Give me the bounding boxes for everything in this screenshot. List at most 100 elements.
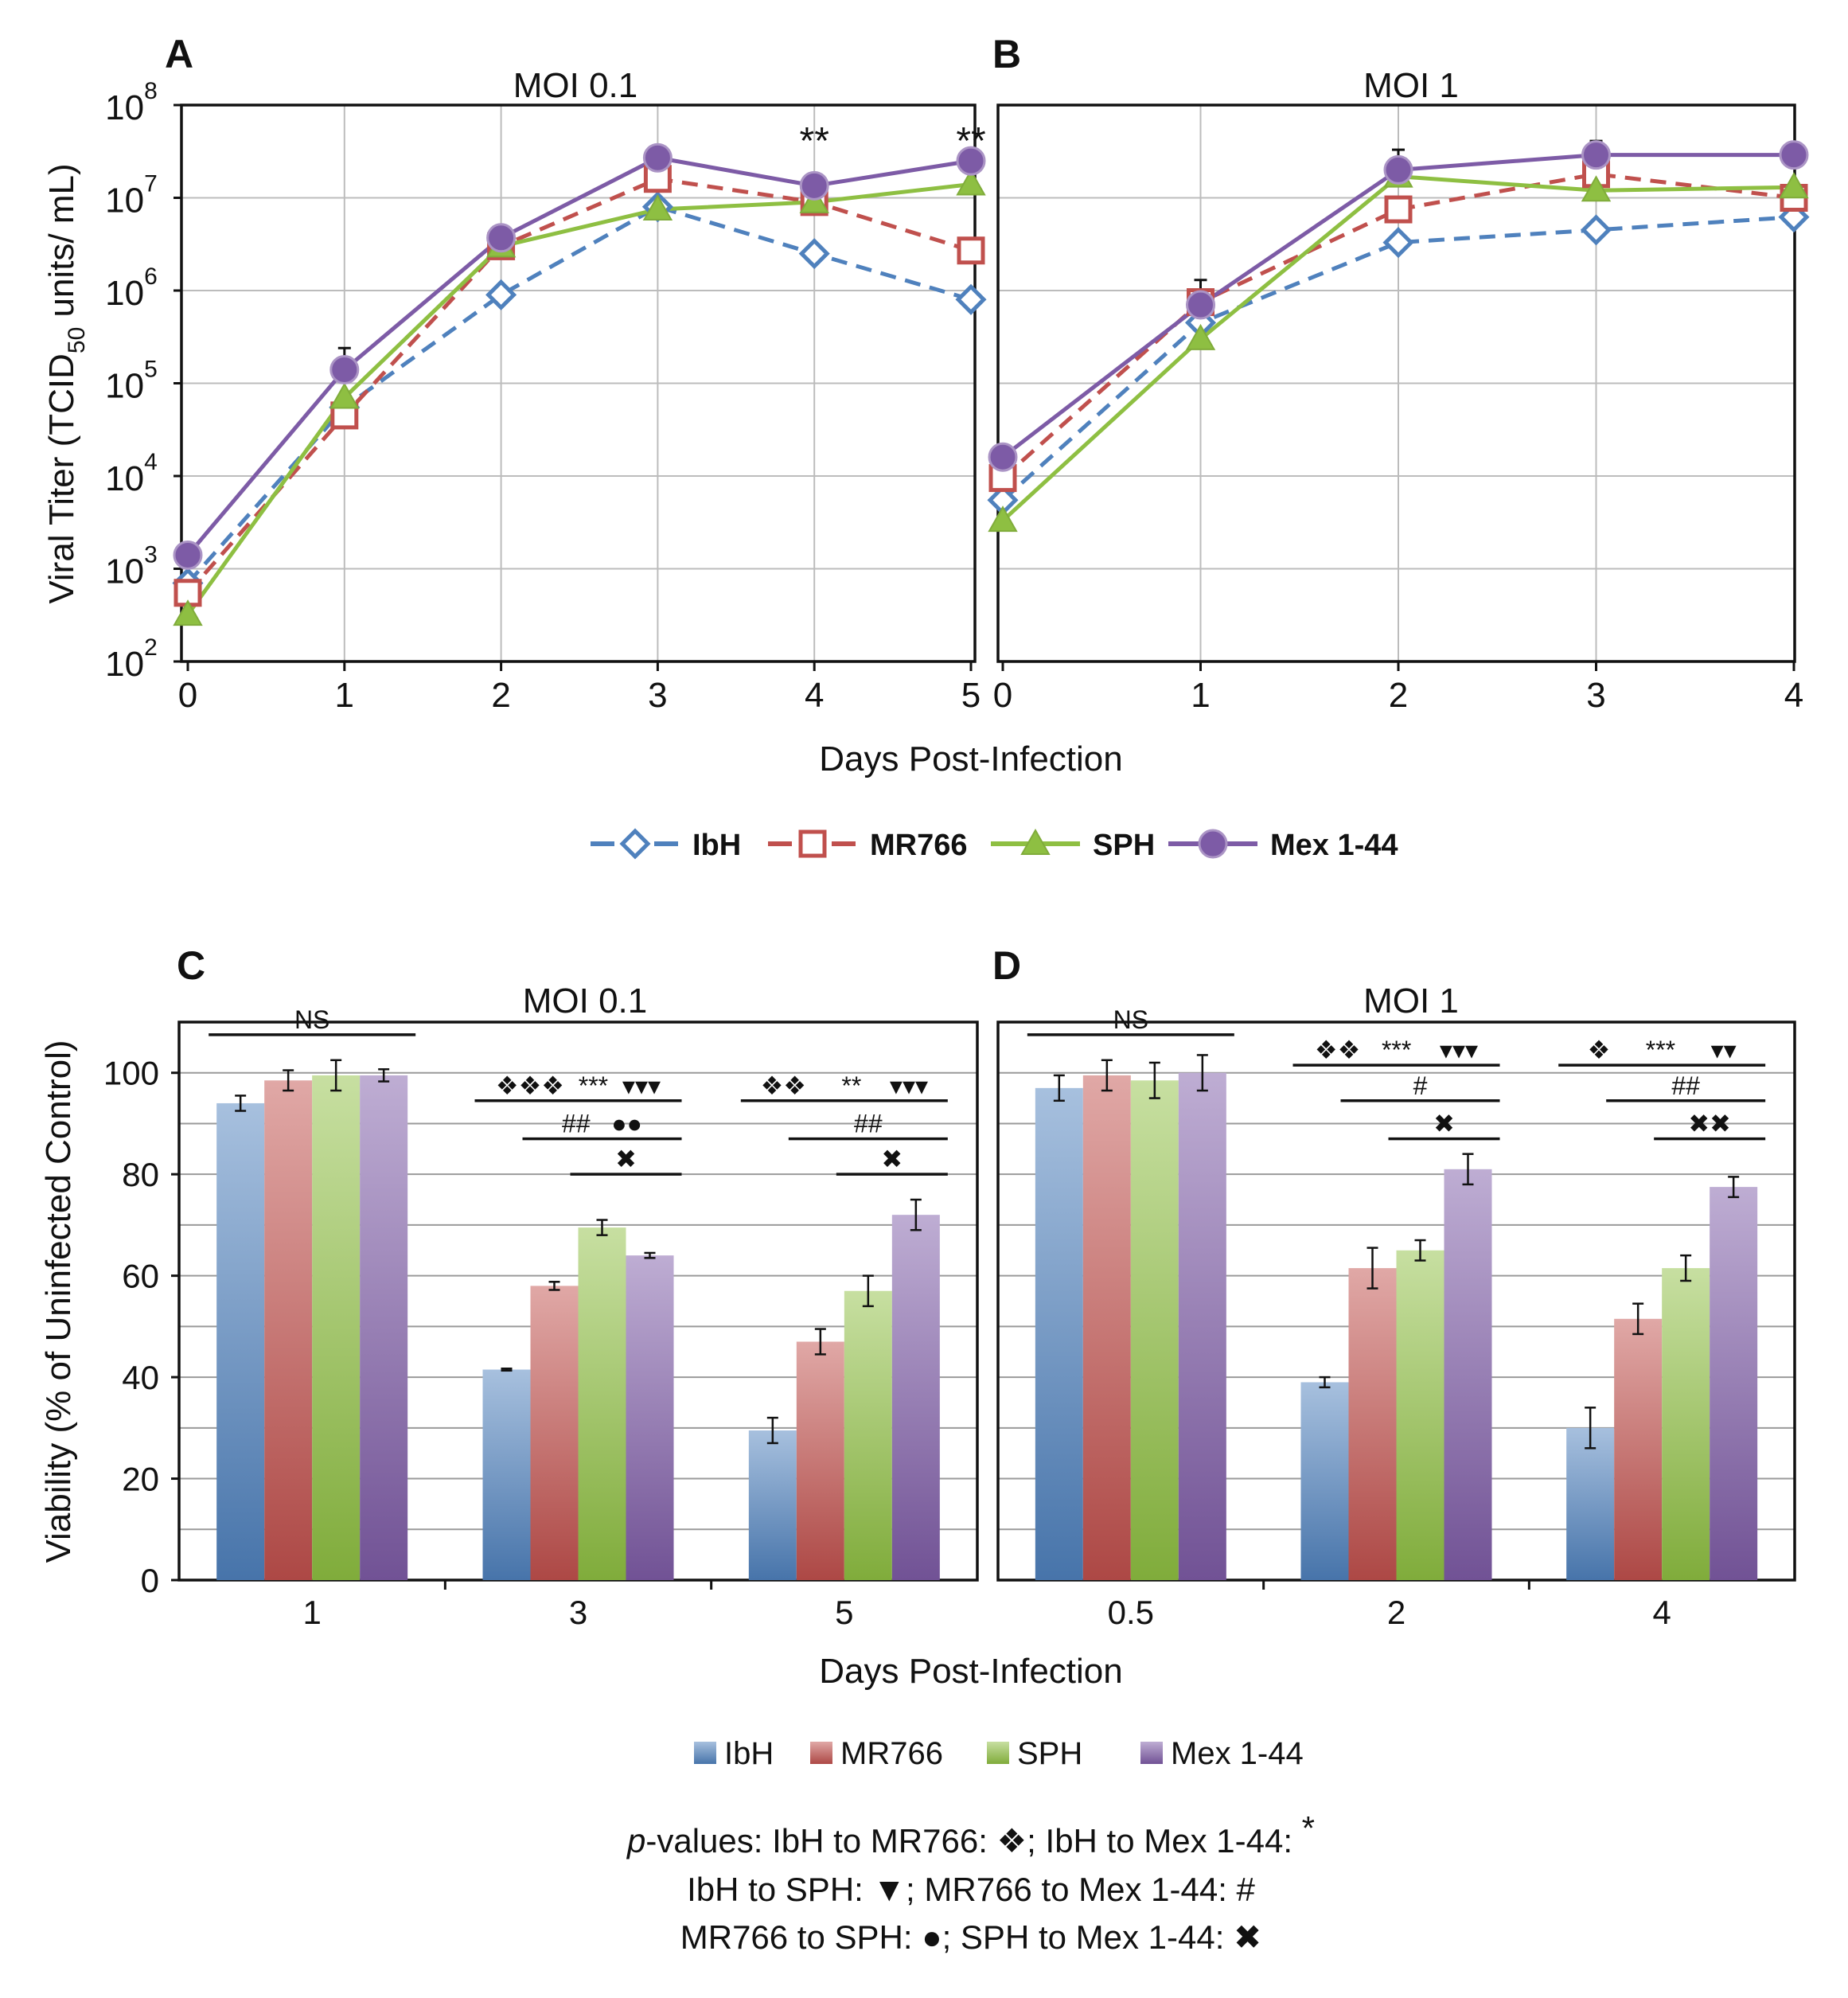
bar-mex-1-44	[891, 1215, 940, 1580]
significance-label: NS	[1113, 1005, 1148, 1034]
legend-swatch	[694, 1742, 716, 1764]
data-point-mex-1-44	[486, 223, 517, 253]
significance-label: ✖	[881, 1145, 903, 1173]
series-line-mex-1-44	[186, 155, 972, 557]
x-tick-label: 4	[1652, 1594, 1671, 1631]
x-tick-label: 0	[993, 676, 1012, 715]
legend-swatch	[1140, 1742, 1163, 1764]
data-point-sph	[1779, 172, 1809, 199]
bar-mr766	[796, 1341, 844, 1580]
data-point-mex-1-44	[956, 146, 986, 176]
significance-annotation: **	[800, 120, 829, 162]
y-tick-label: 0	[141, 1562, 159, 1599]
bar-mex-1-44	[360, 1075, 408, 1580]
x-tick-label: 1	[302, 1594, 321, 1631]
bar-mr766	[264, 1080, 313, 1580]
legend-label: Mex 1-44	[1270, 829, 1398, 862]
data-point-mex-1-44	[173, 540, 203, 570]
data-point-mr766	[957, 236, 985, 265]
bar-sph	[578, 1227, 626, 1580]
data-point-sph	[1581, 175, 1612, 202]
legend-marker	[798, 829, 827, 858]
bar-mex-1-44	[1710, 1187, 1758, 1580]
x-tick-label: 0.5	[1108, 1594, 1154, 1631]
bar-ibh	[1035, 1087, 1083, 1580]
y-tick-label: 108	[105, 78, 158, 127]
data-point-mex-1-44	[1581, 140, 1611, 170]
p-value-key-segment: -values: IbH to MR766: ❖; IbH to Mex 1-4…	[645, 1822, 1301, 1859]
x-axis-label: Days Post-Infection	[819, 1652, 1123, 1691]
y-axis-label: Viral Titer (TCID50 units/ mL)	[42, 163, 90, 603]
bar-ibh	[216, 1102, 265, 1580]
chart-title: MOI 1	[1363, 981, 1459, 1020]
legend-label: IbH	[692, 829, 741, 862]
bar-mr766	[1348, 1268, 1397, 1580]
bar-mex-1-44	[626, 1255, 674, 1580]
y-tick-label: 103	[105, 542, 158, 591]
y-tick-exponent: 6	[144, 263, 158, 290]
p-value-key-line: MR766 to SPH: ●; SPH to Mex 1-44: ✖	[680, 1918, 1262, 1956]
significance-label: ❖❖ *** ▾▾▾	[1315, 1036, 1478, 1064]
legend-label: Mex 1-44	[1171, 1736, 1304, 1771]
x-tick-label: 3	[1586, 676, 1605, 715]
bar-mex-1-44	[1444, 1169, 1492, 1580]
bar-sph	[312, 1075, 361, 1580]
data-point-mex-1-44	[329, 354, 360, 384]
panel-label: B	[992, 32, 1021, 76]
y-tick-exponent: 5	[144, 357, 158, 383]
significance-label: ❖ *** ▾▾	[1588, 1036, 1737, 1064]
p-value-key-line: IbH to SPH: ▼; MR766 to Mex 1-44: #	[687, 1871, 1255, 1908]
x-tick-label: 1	[335, 676, 354, 715]
data-point-ibh	[485, 279, 517, 310]
bar-sph	[1396, 1250, 1444, 1580]
panel-d-bar-chart: D MOI 1 0.5 2 4 NS ❖❖ *** ▾▾▾ #✖ ❖ *** ▾▾ ## ✖✖	[992, 943, 1796, 1631]
y-tick-label: 102	[105, 634, 158, 684]
y-tick-exponent: 7	[144, 171, 158, 197]
legend-marker	[619, 828, 651, 860]
series-line-mr766	[186, 177, 972, 595]
data-point-mex-1-44	[988, 442, 1018, 472]
bar-ibh	[1300, 1382, 1349, 1580]
significance-label: ❖❖ ** ▾▾▾	[761, 1071, 928, 1100]
chart-title: MOI 0.1	[513, 66, 638, 105]
data-point-ibh	[1580, 214, 1612, 246]
legend-label: SPH	[1093, 829, 1155, 862]
significance-label: ✖	[615, 1145, 637, 1173]
significance-label: #	[1413, 1071, 1428, 1100]
x-tick-label: 3	[569, 1594, 587, 1631]
data-point-mex-1-44	[1779, 140, 1809, 170]
bar-legend: IbH MR766 SPH Mex 1-44	[694, 1736, 1304, 1771]
x-tick-label: 1	[1191, 676, 1210, 715]
x-tick-label: 2	[1389, 676, 1408, 715]
series-line-ibh	[186, 205, 972, 585]
y-axis-label: Viability (% of Uninfected Control)	[39, 1040, 78, 1563]
significance-label: ✖	[1433, 1110, 1455, 1138]
significance-label: NS	[294, 1005, 329, 1034]
data-point-mex-1-44	[642, 142, 673, 173]
p-value-key-segment: *	[1302, 1809, 1315, 1847]
legend-swatch	[810, 1742, 832, 1764]
p-value-key-segment: p	[626, 1822, 645, 1859]
y-tick-label: 60	[122, 1258, 159, 1295]
bar-sph	[1130, 1080, 1179, 1580]
x-axis-label: Days Post-Infection	[819, 739, 1123, 779]
p-value-key: p-values: IbH to MR766: ❖; IbH to Mex 1-…	[626, 1809, 1315, 1956]
panel-a-line-chart: 0 1 2 3 4 5 102 103 104 105 106 107 108 Viral Titer (…	[42, 32, 987, 715]
data-point-sph	[799, 186, 829, 213]
y-tick-label: 20	[122, 1461, 159, 1498]
p-value-key-segment: IbH to SPH: ▼; MR766 to Mex 1-44: #	[687, 1871, 1255, 1908]
data-point-sph	[1185, 323, 1216, 350]
y-tick-exponent: 4	[144, 449, 158, 475]
y-tick-exponent: 8	[144, 78, 158, 104]
significance-annotation: **	[956, 120, 985, 162]
bar-mex-1-44	[1178, 1072, 1226, 1580]
legend-marker	[1020, 828, 1051, 855]
data-point-ibh	[798, 238, 830, 270]
p-value-key-line: p-values: IbH to MR766: ❖; IbH to Mex 1-…	[626, 1809, 1315, 1859]
data-point-ibh	[955, 283, 987, 315]
x-tick-label: 3	[648, 676, 667, 715]
significance-label: ✖✖	[1688, 1110, 1731, 1138]
data-point-mex-1-44	[1186, 290, 1215, 320]
legend-label: MR766	[840, 1736, 943, 1771]
legend-marker	[1198, 829, 1228, 859]
